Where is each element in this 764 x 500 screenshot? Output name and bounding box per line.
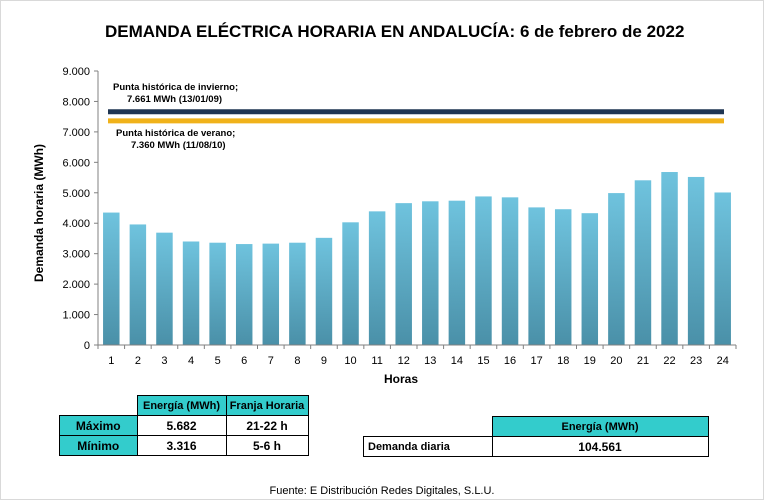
max-energy: 5.682 [136,415,227,436]
table-row: Mínimo 3.316 5-6 h [59,435,309,456]
y-tick-label: 9.000 [62,66,90,78]
bars [103,172,731,345]
bar [608,193,625,345]
stats-corner [60,396,138,416]
bar [289,242,306,345]
y-axis: 0 1.000 2.000 3.000 4.000 5.000 6.000 7.000 8.00… [62,66,99,352]
max-range: 21-22 h [225,415,309,436]
x-tick-label: 20 [610,355,622,367]
bar [528,207,545,345]
stats-col-range: Franja Horaria [225,395,309,416]
energy-header: Energía (MWh) [491,416,709,437]
bar [554,209,572,345]
bar [342,222,359,345]
bar [501,197,519,345]
x-tick-label: 14 [451,355,463,367]
daily-energy-table: Energía (MWh) Demanda diaria 104.561 [363,416,709,457]
x-tick-label: 2 [135,355,141,367]
bar [209,242,226,345]
y-tick-label: 6.000 [62,157,90,169]
bar [395,203,412,345]
bar [634,180,652,345]
x-tick-label: 13 [424,355,436,367]
x-tick-label: 5 [215,355,221,367]
x-tick-label: 18 [557,355,569,367]
x-tick-label: 12 [398,355,410,367]
x-tick-label: 6 [241,355,247,367]
row-label-max: Máximo [59,415,138,436]
y-axis-title: Demanda horaria (MWh) [32,144,46,282]
bar [714,192,731,345]
x-tick-label: 24 [717,355,729,367]
bar-chart: 0 1.000 2.000 3.000 4.000 5.000 6.000 7.000 8.00… [32,66,737,386]
x-axis: 1 2 3 4 5 6 7 8 9 10 11 12 13 14 15 16 17 18 19 20 21 22 23 24 [97,344,737,367]
y-tick-label: 3.000 [62,249,90,261]
bar [581,213,599,345]
min-range: 5-6 h [225,435,309,456]
x-tick-label: 22 [663,355,675,367]
x-tick-label: 19 [584,355,596,367]
stats-table: Energía (MWh) Franja Horaria Máximo 5.68… [59,395,309,456]
x-tick-label: 10 [344,355,356,367]
row-label-min: Mínimo [59,435,138,456]
bar [661,172,678,345]
y-tick-label: 8.000 [62,96,90,108]
bar [262,243,280,345]
bar [182,241,200,345]
energy-corner [364,417,493,437]
reference-value-label: 7.360 MWh (11/08/10) [131,140,226,151]
x-tick-label: 1 [108,355,114,367]
bar [103,212,120,345]
daily-demand-label: Demanda diaria [363,436,493,457]
x-tick-label: 16 [504,355,516,367]
source-note: Fuente: E Distribución Redes Digitales, … [269,485,495,497]
y-tick-label: 7.000 [62,127,90,139]
energy-header-row: Energía (MWh) [364,416,709,437]
reference-label: Punta histórica de invierno; [113,82,238,93]
bar [448,200,466,345]
stats-header-row: Energía (MWh) Franja Horaria [60,395,309,416]
y-tick-label: 4.000 [62,218,90,230]
title-main: DEMANDA ELÉCTRICA HORARIA EN ANDALUCÍA: [105,22,516,41]
bar [687,176,705,345]
x-tick-label: 4 [188,355,194,367]
x-tick-label: 15 [477,355,489,367]
bar [235,244,253,345]
bar [315,237,333,345]
x-tick-label: 23 [690,355,702,367]
y-tick-label: 1.000 [62,310,90,322]
bar [156,232,173,345]
bar [475,196,492,345]
table-row: Demanda diaria 104.561 [363,436,709,457]
reference-value-label: 7.661 MWh (13/01/09) [127,94,222,105]
reference-lines: Punta histórica de invierno;7.661 MWh (1… [108,82,724,151]
x-tick-label: 21 [637,355,649,367]
bar [129,224,147,345]
table-row: Máximo 5.682 21-22 h [59,415,309,436]
min-energy: 3.316 [136,435,227,456]
title-date: 6 de febrero de 2022 [520,22,685,41]
x-tick-label: 7 [268,355,274,367]
reference-label: Punta histórica de verano; [116,128,235,139]
x-axis-title: Horas [384,372,418,386]
x-tick-label: 9 [321,355,327,367]
bar [422,201,439,345]
y-tick-label: 2.000 [62,279,90,291]
y-tick-label: 5.000 [62,188,90,200]
x-tick-label: 17 [531,355,543,367]
stats-col-energy: Energía (MWh) [136,395,227,416]
bar [368,211,386,345]
daily-demand-value: 104.561 [491,436,709,457]
x-tick-label: 11 [371,355,382,367]
x-tick-label: 8 [294,355,300,367]
x-tick-label: 3 [161,355,167,367]
y-tick-label: 0 [84,340,90,352]
